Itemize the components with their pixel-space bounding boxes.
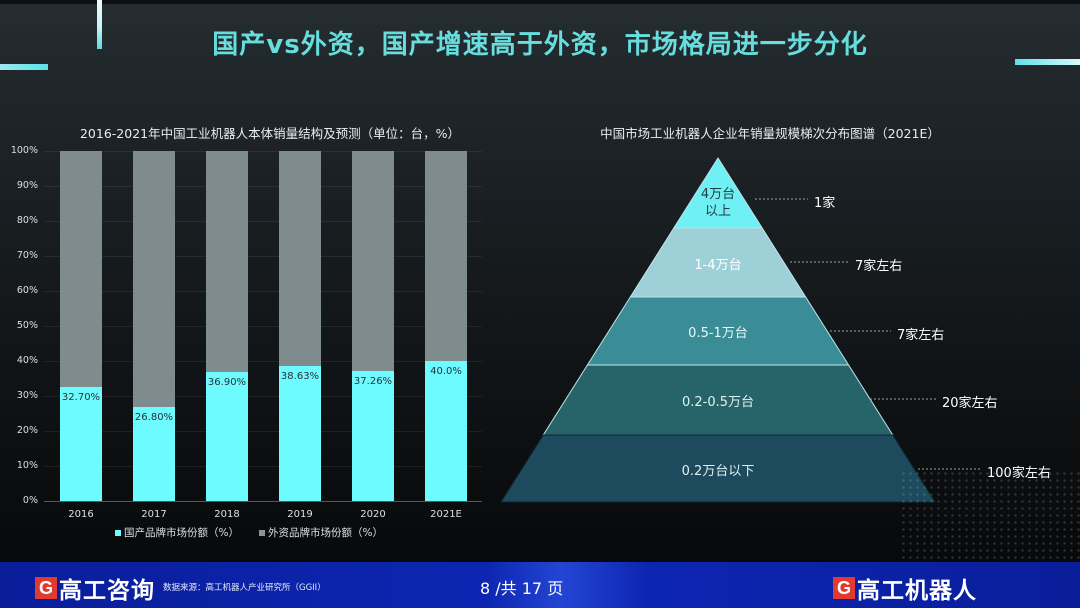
pyramid-layer-label: 4万台以上 <box>648 186 788 220</box>
y-tick-label: 70% <box>16 250 38 261</box>
bar-segment-foreign <box>425 151 467 361</box>
y-tick-label: 50% <box>16 320 38 331</box>
decorative-left-bar <box>0 64 48 70</box>
decorative-vertical-bar <box>97 0 102 49</box>
page-indicator: 8 /共 17 页 <box>480 579 564 598</box>
bar-segment-foreign <box>279 151 321 366</box>
pyramid-layer-label-line2: 以上 <box>704 204 731 219</box>
company-count-label: 7家左右 <box>897 328 945 343</box>
logo-text: 高工咨询 <box>59 578 155 604</box>
x-tick-label: 2019 <box>287 509 313 520</box>
y-tick-label: 30% <box>16 390 38 401</box>
logo-g-icon: G <box>833 577 855 599</box>
y-tick-label: 90% <box>16 180 38 191</box>
logo-text: 高工机器人 <box>857 578 977 604</box>
y-tick-label: 60% <box>16 285 38 296</box>
legend-swatch-foreign <box>259 529 265 536</box>
logo-g-icon: G <box>35 577 57 599</box>
bar-data-label: 38.63% <box>280 370 320 382</box>
legend-domestic: 国产品牌市场份额（%） <box>115 525 239 540</box>
y-tick-label: 100% <box>10 145 38 156</box>
bar-segment-domestic <box>206 371 248 501</box>
pyramid-layer <box>500 434 936 503</box>
page-title: 国产vs外资，国产增速高于外资，市场格局进一步分化 <box>212 30 868 60</box>
x-tick-label: 2021E <box>430 509 462 520</box>
bar-segment-domestic <box>60 386 102 501</box>
gridline <box>44 291 482 292</box>
bar-data-label: 36.90% <box>207 376 247 388</box>
legend-foreign: 外资品牌市场份额（%） <box>259 525 383 540</box>
gridline <box>44 151 482 152</box>
gridline <box>44 396 482 397</box>
legend-label-domestic: 国产品牌市场份额（%） <box>124 527 239 539</box>
bar-segment-domestic <box>425 361 467 501</box>
gridline <box>44 256 482 257</box>
pyramid-layer-label: 0.5-1万台 <box>688 326 748 341</box>
logo-gaogong-robot: G 高工机器人 <box>833 571 977 605</box>
data-source: 数据来源：高工机器人产业研究所（GGII） <box>163 583 326 593</box>
y-tick-label: 10% <box>16 460 38 471</box>
pyramid-layer-label: 0.2-0.5万台 <box>681 395 755 410</box>
y-tick-label: 80% <box>16 215 38 226</box>
gridline <box>44 466 482 467</box>
company-count-label: 7家左右 <box>855 259 903 274</box>
x-axis-line <box>44 501 482 502</box>
bar-data-label: 37.26% <box>353 375 393 387</box>
gridline <box>44 186 482 187</box>
bar-data-label: 26.80% <box>134 412 174 424</box>
x-tick-label: 2020 <box>360 509 386 520</box>
y-tick-label: 20% <box>16 425 38 436</box>
bar-segment-domestic <box>279 365 321 501</box>
company-count-label: 1家 <box>814 196 836 211</box>
bar-chart-title: 2016-2021年中国工业机器人本体销量结构及预测（单位：台，%） <box>79 126 460 141</box>
gridline <box>44 431 482 432</box>
bar-segment-foreign <box>206 151 248 372</box>
footer: G 高工咨询 数据来源：高工机器人产业研究所（GGII） 8 /共 17 页 G… <box>0 562 1080 608</box>
legend-swatch-domestic <box>115 529 121 536</box>
pyramid-layer-label-line1: 4万台 <box>700 187 736 202</box>
company-count-label: 100家左右 <box>987 462 1051 481</box>
pyramid-layer-label: 0.2万台以下 <box>681 463 755 479</box>
y-tick-label: 0% <box>22 495 38 506</box>
bar-data-label: 40.0% <box>430 366 462 377</box>
bar-segment-domestic <box>352 370 394 501</box>
decorative-right-bar <box>1015 59 1080 65</box>
y-tick-label: 40% <box>16 355 38 366</box>
gridline <box>44 361 482 362</box>
logo-gaogong-consulting: G 高工咨询 <box>35 571 155 605</box>
x-tick-label: 2018 <box>214 509 240 520</box>
x-tick-label: 2016 <box>68 509 94 520</box>
bar-segment-foreign <box>60 151 102 387</box>
decorative-dot-pattern <box>900 470 1080 565</box>
bar-segment-foreign <box>133 151 175 408</box>
pyramid-layer-label: 1-4万台 <box>694 257 742 273</box>
bar-segment-foreign <box>352 151 394 371</box>
legend-label-foreign: 外资品牌市场份额（%） <box>268 527 383 539</box>
bar-data-label: 32.70% <box>61 391 101 403</box>
x-tick-label: 2017 <box>141 509 167 520</box>
pyramid-title: 中国市场工业机器人企业年销量规模梯次分布图谱（2021E） <box>600 126 940 141</box>
company-count-label: 20家左右 <box>942 396 998 411</box>
gridline <box>44 326 482 327</box>
bar-segment-domestic <box>133 407 175 501</box>
gridline <box>44 221 482 222</box>
top-border <box>0 0 1080 4</box>
